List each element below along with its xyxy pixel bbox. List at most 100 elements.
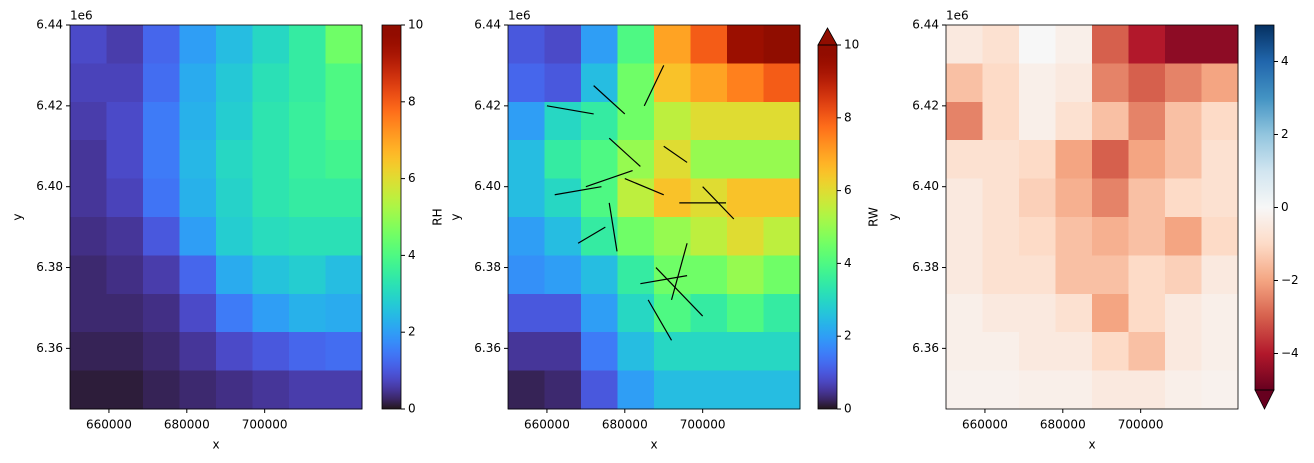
heat-cell: [1055, 178, 1093, 218]
heat-cell: [1165, 370, 1202, 410]
heat-cell: [179, 370, 217, 410]
heat-cell: [1201, 217, 1239, 256]
heat-cell: [727, 370, 764, 410]
heat-cell: [70, 140, 107, 180]
heat-cell: [1128, 255, 1166, 295]
heat-cell: [581, 178, 618, 218]
heat-cell: [289, 63, 326, 103]
heat-cell: [70, 178, 107, 218]
heat-cell: [106, 217, 144, 256]
heat-cell: [581, 370, 618, 410]
heat-cell: [179, 63, 217, 103]
axes-frame: [507, 24, 801, 410]
colorbar-tick-label: 0: [1281, 200, 1289, 214]
heat-cell: [1055, 25, 1093, 64]
heat-cell: [763, 25, 801, 64]
segment: [554, 186, 602, 196]
heat-cell: [617, 332, 655, 372]
heat-cell: [106, 332, 144, 372]
heat-cell: [982, 332, 1020, 372]
colorbar-tick-label: 8: [844, 110, 852, 124]
x-tick-label: 680000: [164, 418, 210, 432]
heat-cell: [216, 370, 253, 410]
heat-cell: [982, 63, 1020, 103]
heat-cell: [654, 101, 691, 141]
heat-cell: [289, 332, 326, 372]
heat-cell: [982, 293, 1020, 333]
heat-cell: [946, 293, 983, 333]
heat-cell: [727, 293, 764, 333]
heat-cell: [252, 332, 290, 372]
heat-cell: [763, 63, 801, 103]
heat-cell: [1201, 101, 1239, 141]
heat-cell: [1165, 255, 1202, 295]
heat-cell: [727, 332, 764, 372]
heat-cell: [179, 332, 217, 372]
heat-cell: [216, 178, 253, 218]
heat-cell: [727, 255, 764, 295]
heat-cell: [1019, 178, 1056, 218]
x-tick-label: 660000: [962, 418, 1008, 432]
colorbar-extend: [1254, 389, 1275, 410]
segment: [670, 243, 688, 301]
heat-cell: [946, 370, 983, 410]
heat-cell: [1201, 63, 1239, 103]
heat-cell: [544, 370, 582, 410]
colorbar-label: RW: [867, 207, 881, 227]
heat-cell: [508, 370, 545, 410]
heat-cell: [763, 370, 801, 410]
heat-cell: [106, 25, 144, 64]
heat-cell: [1201, 25, 1239, 64]
y-tick-label: 6.36: [474, 341, 501, 355]
y-tick-label: 6.38: [474, 260, 501, 274]
heat-cell: [143, 332, 180, 372]
heat-cell: [581, 255, 618, 295]
heat-cell: [325, 332, 363, 372]
heat-cell: [544, 255, 582, 295]
y-tick-label: 6.42: [474, 98, 501, 112]
heat-cell: [581, 217, 618, 256]
heat-cell: [544, 140, 582, 180]
heat-cell: [544, 293, 582, 333]
heat-cell: [325, 255, 363, 295]
heat-cell: [252, 217, 290, 256]
heat-cell: [763, 255, 801, 295]
heat-cell: [143, 255, 180, 295]
heat-cell: [70, 293, 107, 333]
heat-cell: [1128, 101, 1166, 141]
heat-cell: [1019, 25, 1056, 64]
heat-cell: [106, 101, 144, 141]
heat-cell: [70, 255, 107, 295]
heat-cell: [1019, 217, 1056, 256]
heat-cell: [325, 370, 363, 410]
heat-cell: [325, 63, 363, 103]
colorbar-frame: [1254, 24, 1275, 391]
heat-cell: [325, 140, 363, 180]
heat-cell: [617, 255, 655, 295]
heat-cell: [1201, 178, 1239, 218]
heat-cell: [654, 255, 691, 295]
colorbar-label: RH: [431, 208, 445, 225]
heat-cell: [252, 101, 290, 141]
heat-cell: [581, 63, 618, 103]
heat-cell: [982, 25, 1020, 64]
heat-cell: [179, 25, 217, 64]
heat-cell: [544, 63, 582, 103]
heat-cell: [1019, 255, 1056, 295]
heat-cell: [1128, 25, 1166, 64]
heat-cell: [654, 332, 691, 372]
heat-cell: [106, 63, 144, 103]
heat-cell: [1055, 370, 1093, 410]
segment: [643, 65, 665, 107]
x-axis-label: x: [1088, 438, 1095, 452]
x-tick-label: 660000: [86, 418, 132, 432]
offset-text: 1e6: [508, 9, 531, 23]
heat-cell: [216, 140, 253, 180]
heat-cell: [179, 217, 217, 256]
heat-cell: [617, 370, 655, 410]
heat-cell: [106, 293, 144, 333]
heat-cell: [1165, 140, 1202, 180]
heat-cell: [617, 63, 655, 103]
heat-cell: [690, 217, 728, 256]
